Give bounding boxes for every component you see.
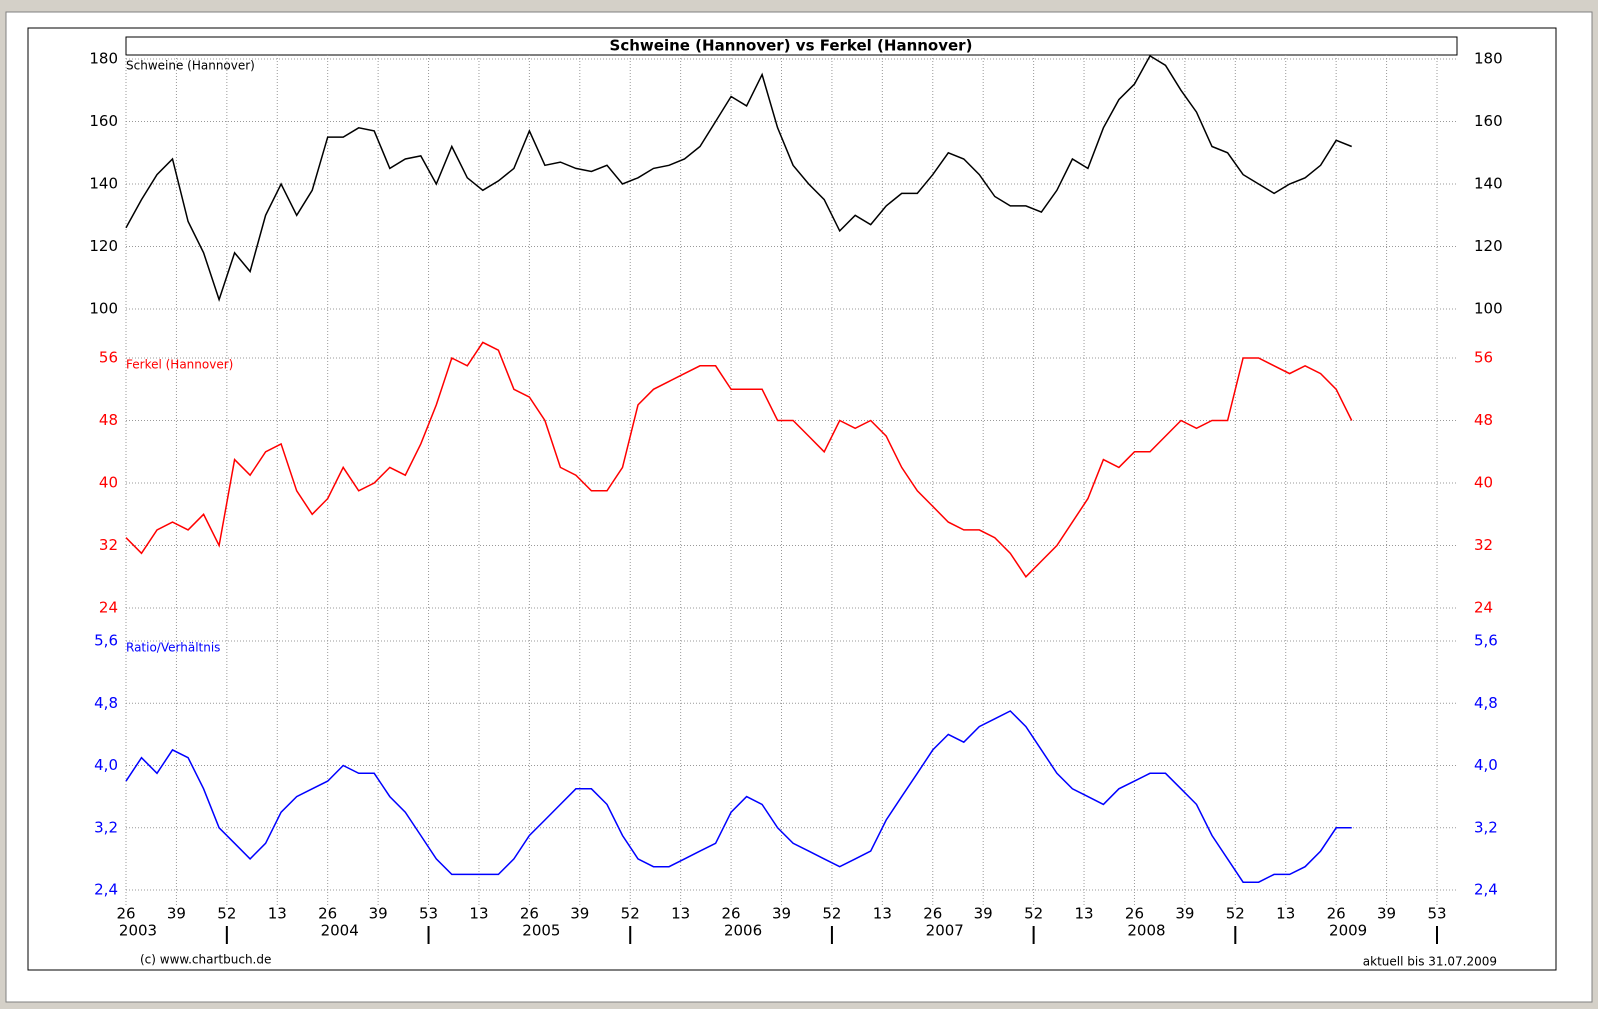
y2-tick-label: 4,0 bbox=[1474, 756, 1498, 774]
x-tick-label: 13 bbox=[873, 905, 892, 923]
chart-border bbox=[27, 27, 1557, 971]
y-tick-label: 4,0 bbox=[94, 756, 118, 774]
year-label: 2006 bbox=[724, 922, 762, 940]
y-tick-label: 40 bbox=[99, 474, 118, 492]
x-tick-label: 26 bbox=[318, 905, 337, 923]
y-tick-label: 5,6 bbox=[94, 632, 118, 650]
panel-label: Ratio/Verhältnis bbox=[126, 641, 220, 655]
year-label: 2008 bbox=[1127, 922, 1165, 940]
x-tick-label: 26 bbox=[520, 905, 539, 923]
line-series bbox=[125, 341, 1353, 578]
y-tick-label: 4,8 bbox=[94, 694, 118, 712]
x-tick-label: 52 bbox=[1226, 905, 1245, 923]
y-tick-label: 48 bbox=[99, 411, 118, 429]
y2-tick-label: 2,4 bbox=[1474, 881, 1498, 899]
year-label: 2004 bbox=[321, 922, 359, 940]
y2-tick-label: 40 bbox=[1474, 474, 1493, 492]
y2-tick-label: 100 bbox=[1474, 300, 1503, 318]
y2-tick-label: 5,6 bbox=[1474, 632, 1498, 650]
x-tick-label: 52 bbox=[621, 905, 640, 923]
y2-tick-label: 120 bbox=[1474, 237, 1503, 255]
x-tick-label: 26 bbox=[1327, 905, 1346, 923]
x-tick-label: 39 bbox=[167, 905, 186, 923]
y2-tick-label: 56 bbox=[1474, 349, 1493, 367]
source: (c) www.chartbuch.de bbox=[140, 953, 271, 967]
y-tick-label: 160 bbox=[89, 112, 118, 130]
x-tick-label: 53 bbox=[1427, 905, 1446, 923]
y-tick-label: 180 bbox=[89, 50, 118, 68]
x-tick-label: 39 bbox=[772, 905, 791, 923]
y2-tick-label: 140 bbox=[1474, 175, 1503, 193]
x-tick-label: 52 bbox=[217, 905, 236, 923]
chart-title: Schweine (Hannover) vs Ferkel (Hannover) bbox=[610, 37, 973, 55]
x-tick-label: 26 bbox=[722, 905, 741, 923]
y-tick-label: 120 bbox=[89, 237, 118, 255]
x-tick-label: 13 bbox=[469, 905, 488, 923]
x-tick-label: 26 bbox=[923, 905, 942, 923]
year-label: 2007 bbox=[926, 922, 964, 940]
x-tick-label: 26 bbox=[116, 905, 135, 923]
note: aktuell bis 31.07.2009 bbox=[1363, 955, 1497, 969]
x-tick-label: 39 bbox=[1377, 905, 1396, 923]
panel-label: Schweine (Hannover) bbox=[126, 59, 255, 73]
y2-tick-label: 4,8 bbox=[1474, 694, 1498, 712]
year-label: 2003 bbox=[119, 922, 157, 940]
y2-tick-label: 3,2 bbox=[1474, 818, 1498, 836]
x-tick-label: 52 bbox=[1024, 905, 1043, 923]
x-tick-label: 39 bbox=[1175, 905, 1194, 923]
y2-tick-label: 48 bbox=[1474, 411, 1493, 429]
y2-tick-label: 24 bbox=[1474, 599, 1493, 617]
x-tick-label: 13 bbox=[268, 905, 287, 923]
y-tick-label: 32 bbox=[99, 536, 118, 554]
y2-tick-label: 160 bbox=[1474, 112, 1503, 130]
x-tick-label: 13 bbox=[1074, 905, 1093, 923]
title-box bbox=[125, 36, 1458, 56]
y-tick-label: 56 bbox=[99, 349, 118, 367]
year-label: 2009 bbox=[1329, 922, 1367, 940]
x-tick-label: 39 bbox=[974, 905, 993, 923]
y-tick-label: 100 bbox=[89, 300, 118, 318]
x-tick-label: 39 bbox=[369, 905, 388, 923]
y2-tick-label: 180 bbox=[1474, 50, 1503, 68]
line-series bbox=[125, 710, 1352, 883]
line-series bbox=[125, 54, 1352, 302]
x-tick-label: 13 bbox=[1276, 905, 1295, 923]
panel-label: Ferkel (Hannover) bbox=[126, 358, 233, 372]
y2-tick-label: 32 bbox=[1474, 536, 1493, 554]
y-tick-label: 2,4 bbox=[94, 881, 118, 899]
x-tick-label: 26 bbox=[1125, 905, 1144, 923]
x-tick-label: 53 bbox=[419, 905, 438, 923]
x-tick-label: 39 bbox=[570, 905, 589, 923]
year-label: 2005 bbox=[522, 922, 560, 940]
y-tick-label: 24 bbox=[99, 599, 118, 617]
x-tick-label: 52 bbox=[822, 905, 841, 923]
x-tick-label: 13 bbox=[671, 905, 690, 923]
y-tick-label: 3,2 bbox=[94, 818, 118, 836]
y-tick-label: 140 bbox=[89, 175, 118, 193]
